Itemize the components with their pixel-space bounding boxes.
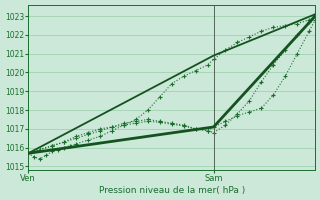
X-axis label: Pression niveau de la mer( hPa ): Pression niveau de la mer( hPa ) <box>99 186 245 195</box>
